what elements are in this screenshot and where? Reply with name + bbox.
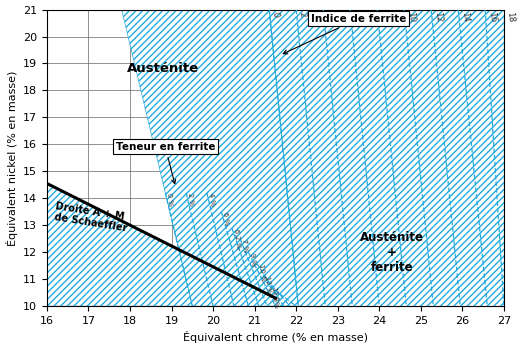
Text: 0 %: 0 % (166, 193, 173, 207)
Text: 18: 18 (505, 11, 516, 22)
Text: 7 %: 7 % (241, 239, 249, 253)
Text: 8: 8 (379, 11, 388, 17)
Text: 10: 10 (406, 11, 416, 22)
Y-axis label: Équivalent nickel (% en masse): Équivalent nickel (% en masse) (6, 70, 18, 246)
Text: 4 %: 4 % (208, 193, 215, 207)
Text: 14: 14 (460, 11, 470, 22)
Text: Teneur en ferrite: Teneur en ferrite (116, 142, 215, 184)
Text: 16: 16 (487, 11, 497, 22)
Polygon shape (269, 9, 504, 306)
Text: 2: 2 (298, 11, 307, 17)
Text: Indice de ferrite: Indice de ferrite (283, 14, 406, 54)
Text: 12: 12 (433, 11, 443, 22)
Text: Austénite: Austénite (127, 62, 200, 75)
Polygon shape (47, 184, 292, 306)
Text: 6: 6 (352, 11, 362, 17)
Text: 4: 4 (325, 11, 334, 17)
Text: 12 %: 12 % (264, 275, 271, 294)
Text: 2 %: 2 % (187, 193, 194, 207)
Text: 13,8%: 13,8% (270, 286, 278, 309)
Text: 6,2 %: 6,2 % (233, 228, 241, 248)
Text: 6 %: 6 % (222, 212, 230, 226)
Text: Austénite
+
ferrite: Austénite + ferrite (360, 231, 424, 274)
Polygon shape (121, 9, 299, 306)
Text: 0: 0 (271, 11, 280, 17)
Text: 9 %: 9 % (249, 252, 257, 266)
X-axis label: Équivalent chrome (% en masse): Équivalent chrome (% en masse) (183, 332, 368, 343)
Text: 10 %: 10 % (257, 263, 265, 281)
Text: Droite A + M
de Schaeffler: Droite A + M de Schaeffler (53, 201, 129, 233)
